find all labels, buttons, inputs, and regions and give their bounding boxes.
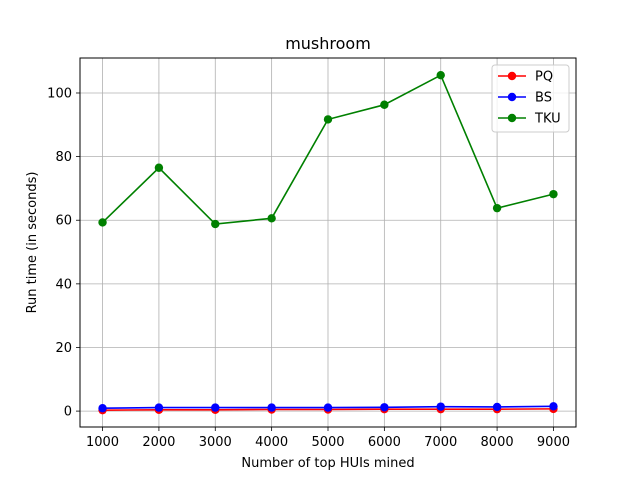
x-tick-label: 9000 <box>537 435 570 450</box>
legend-marker-bs <box>507 92 517 102</box>
data-point-bs <box>492 402 502 412</box>
x-tick-label: 6000 <box>368 435 401 450</box>
y-tick-label: 20 <box>55 341 72 356</box>
data-point-bs <box>380 403 389 412</box>
x-tick-label: 4000 <box>255 435 288 450</box>
legend-item-tku: TKU <box>498 112 561 127</box>
data-point-bs <box>154 403 164 412</box>
data-point-tku <box>436 70 445 80</box>
legend-label-bs: BS <box>535 91 552 106</box>
data-point-tku <box>380 100 389 109</box>
y-tick-label: 80 <box>55 150 72 165</box>
data-point-bs <box>211 403 220 412</box>
data-point-bs <box>98 404 107 413</box>
legend-marker-tku <box>507 113 517 123</box>
x-tick-label: 1000 <box>86 435 119 450</box>
y-tick-label: 60 <box>55 214 72 229</box>
legend: PQ BS TKU <box>491 64 570 133</box>
data-point-tku <box>154 163 164 172</box>
chart-title: mushroom <box>285 34 371 53</box>
series-tku <box>98 70 558 229</box>
legend-label-tku: TKU <box>534 112 561 127</box>
y-tick-label: 100 <box>47 86 72 101</box>
x-axis-ticks: 1000 2000 3000 4000 5000 6000 7000 8000 9000 <box>86 427 570 450</box>
x-axis-label: Number of top HUIs mined <box>241 456 414 471</box>
x-tick-label: 7000 <box>424 435 457 450</box>
legend-item-pq: PQ <box>498 70 553 85</box>
y-axis-label: Run time (in seconds) <box>25 172 40 314</box>
data-point-bs <box>323 403 333 412</box>
legend-marker-pq <box>507 71 517 81</box>
data-point-bs <box>436 402 445 411</box>
data-point-bs <box>549 402 558 411</box>
x-tick-label: 8000 <box>481 435 514 450</box>
data-point-tku <box>267 214 276 223</box>
data-point-tku <box>492 203 502 213</box>
y-tick-label: 0 <box>64 405 72 420</box>
y-tick-label: 40 <box>55 277 72 292</box>
series-layer <box>98 70 558 415</box>
x-tick-label: 5000 <box>311 435 344 450</box>
series-bs <box>98 402 558 413</box>
data-point-tku <box>323 115 333 124</box>
data-point-tku <box>98 218 107 227</box>
y-axis-ticks: 0 20 40 60 80 100 <box>47 86 80 420</box>
legend-label-pq: PQ <box>535 70 553 85</box>
data-point-tku <box>549 189 558 199</box>
data-point-tku <box>211 219 220 229</box>
x-tick-label: 2000 <box>142 435 175 450</box>
data-point-bs <box>267 403 276 412</box>
x-tick-label: 3000 <box>199 435 232 450</box>
legend-item-bs: BS <box>498 91 552 106</box>
